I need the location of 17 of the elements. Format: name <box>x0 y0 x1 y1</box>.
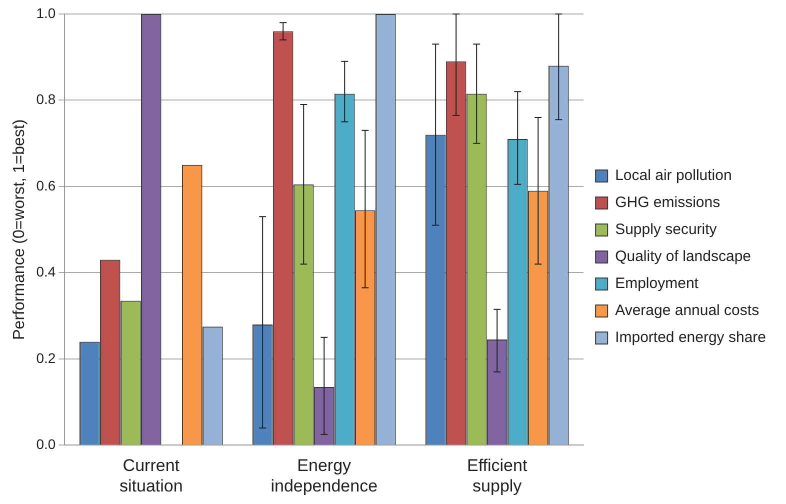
y-axis-title: Performance (0=worst, 1=best) <box>11 119 28 340</box>
x-tick-label: Efficient supply <box>467 456 528 496</box>
legend-label: Quality of landscape <box>615 248 752 266</box>
legend-label: GHG emissions <box>615 194 720 212</box>
legend-label: Supply security <box>615 221 718 238</box>
y-tick-label: 1.0 <box>36 4 56 21</box>
legend-label: Imported energy share <box>615 329 766 346</box>
y-tick-label: 0.2 <box>36 350 56 366</box>
legend-label: Local air pollution <box>615 167 732 184</box>
y-tick-label: 0.4 <box>36 264 56 280</box>
legend-label: Employment <box>615 275 700 292</box>
x-tick-label: Current situation <box>119 456 183 496</box>
y-tick-label: 0.0 <box>36 436 56 452</box>
legend-label: Average annual costs <box>615 302 760 320</box>
y-tick-label: 0.8 <box>36 91 56 108</box>
y-tick-label: 0.6 <box>36 177 56 194</box>
x-tick-label: Energy independence <box>270 456 378 496</box>
